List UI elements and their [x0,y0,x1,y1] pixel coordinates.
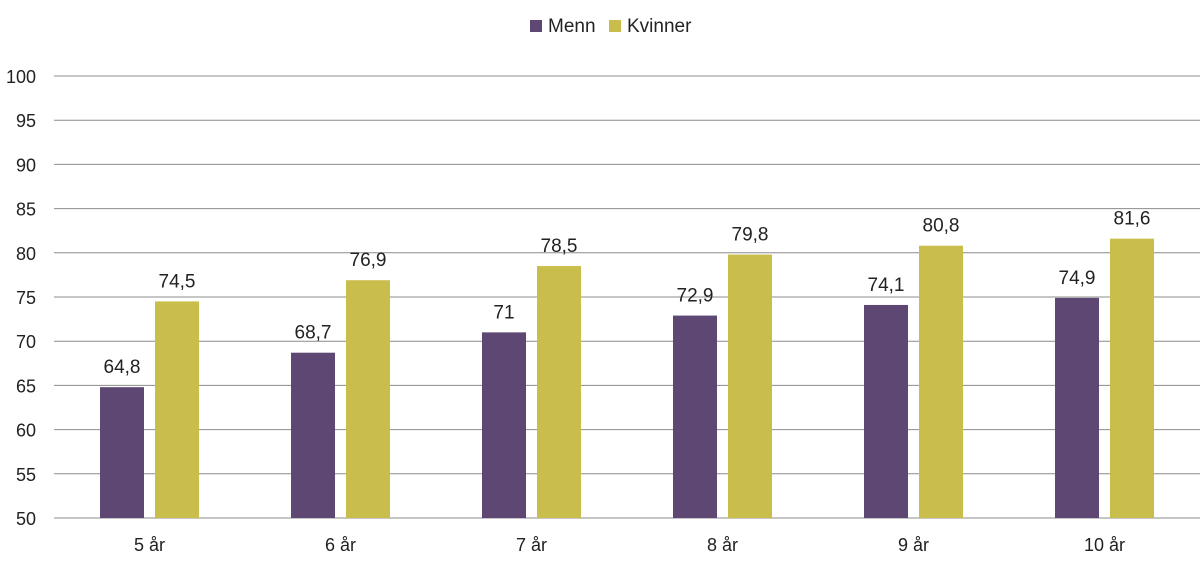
data-label: 76,9 [350,250,387,271]
bar-menn [482,332,526,518]
data-label: 74,9 [1059,268,1096,289]
data-label: 79,8 [732,225,769,246]
x-category-label: 6 år [325,535,356,555]
bar-kvinner [1110,238,1154,518]
y-tick-label: 60 [16,421,36,441]
bars [100,238,1154,518]
legend-label: Menn [548,16,596,37]
data-labels: 64,8 74,5 68,7 76,9 71 78,5 72,9 79,8 74,1 80,8 74… [104,209,1151,379]
legend-swatch [609,20,621,32]
data-label: 72,9 [677,286,714,307]
data-label: 81,6 [1114,209,1151,230]
x-category-label: 8 år [707,535,738,555]
x-category-label: 5 år [134,535,165,555]
bar-menn [1055,297,1099,518]
data-label: 74,5 [159,271,196,292]
legend-item-kvinner: Kvinner [609,16,692,37]
bar-kvinner [155,301,199,518]
y-tick-label: 65 [16,376,36,396]
y-tick-label: 80 [16,244,36,264]
x-category-label: 10 år [1084,535,1125,555]
gridlines [54,75,1200,519]
bar-kvinner [346,280,390,518]
y-tick-label: 100 [6,67,36,87]
y-axis-ticks: 50 55 60 65 70 75 80 85 90 95 100 [6,67,36,529]
bar-kvinner [728,254,772,518]
bar-menn [100,387,144,518]
data-label: 71 [493,302,514,323]
legend-swatch [530,20,542,32]
legend: Menn Kvinner [530,16,692,37]
data-label: 64,8 [104,357,141,378]
bar-kvinner [919,245,963,518]
x-axis-categories: 5 år 6 år 7 år 8 år 9 år 10 år [134,535,1125,555]
data-label: 68,7 [295,323,332,344]
data-label: 78,5 [541,236,578,257]
data-label: 74,1 [868,275,905,296]
y-tick-label: 85 [16,200,36,220]
legend-label: Kvinner [627,16,692,37]
bar-menn [864,304,908,518]
y-tick-label: 75 [16,288,36,308]
data-label: 80,8 [923,216,960,237]
x-category-label: 7 år [516,535,547,555]
y-tick-label: 55 [16,465,36,485]
bar-menn [291,352,335,518]
y-tick-label: 90 [16,155,36,175]
bar-kvinner [537,266,581,518]
x-category-label: 9 år [898,535,929,555]
y-tick-label: 70 [16,332,36,352]
legend-item-menn: Menn [530,16,596,37]
bar-menn [673,315,717,518]
y-tick-label: 95 [16,111,36,131]
y-tick-label: 50 [16,509,36,529]
